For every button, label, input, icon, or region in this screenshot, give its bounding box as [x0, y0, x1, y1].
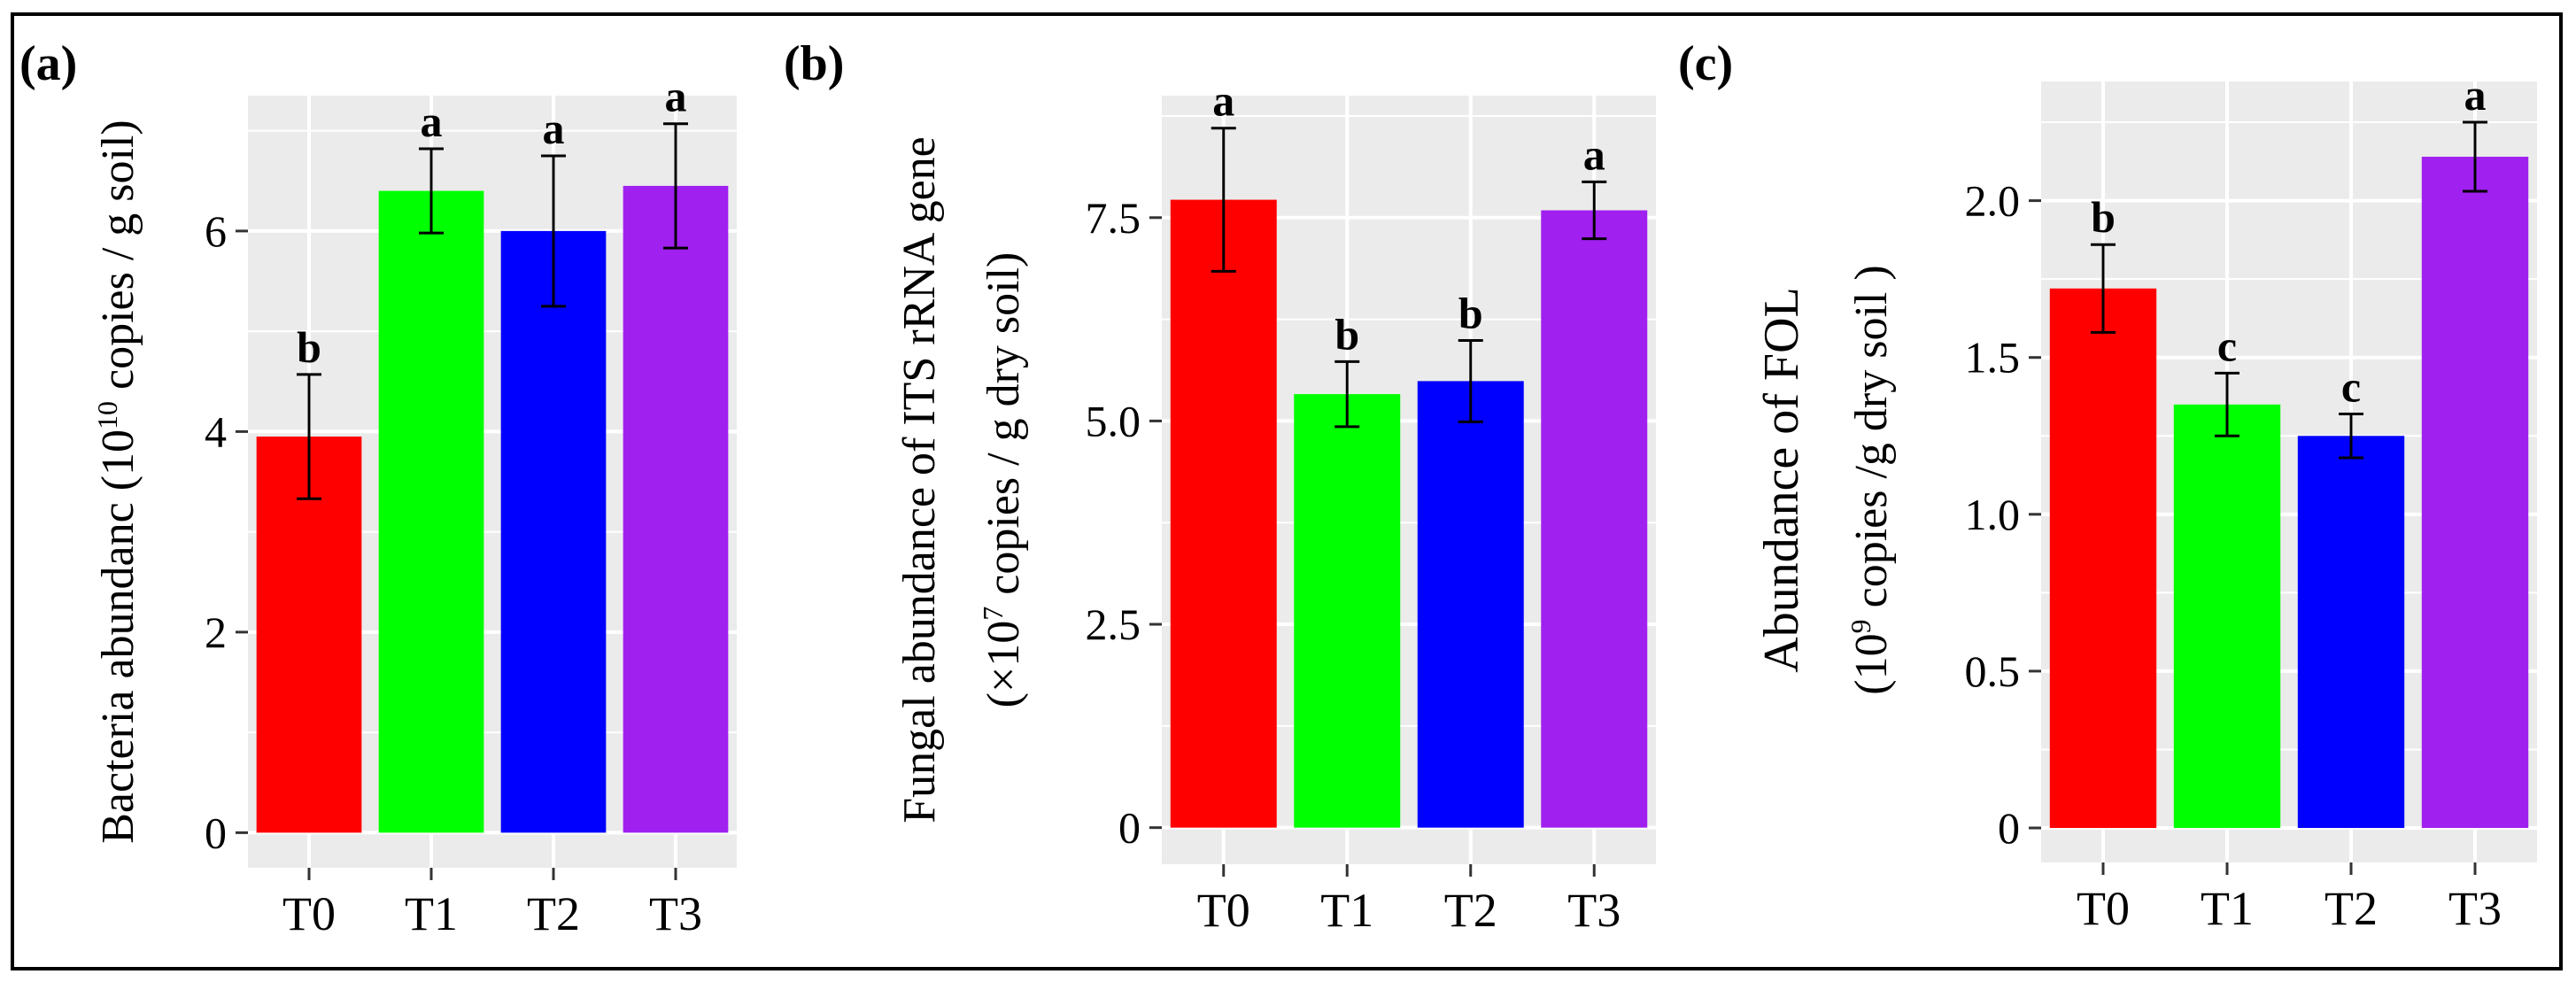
panel-b-significance-letter: b — [1334, 309, 1359, 359]
panel-c-y-axis-title-line2: (109 copies /g dry soil ) — [1845, 265, 1897, 694]
panel-c-bar-t1 — [2173, 404, 2281, 829]
panel-a-x-tick-label-t3: T3 — [649, 887, 702, 940]
panel-a-y-tick-label: 4 — [205, 406, 227, 456]
panel-c-x-axis: T0 T1 T2 T3 — [2077, 862, 2502, 935]
panel-a-y-tick-label: 0 — [205, 808, 227, 857]
panel-b-y-axis: 0 2.5 5.0 7.5 — [1086, 193, 1162, 853]
panel-c-y-tick-label: 1.0 — [1965, 490, 2021, 539]
panel-b-bar-t2 — [1417, 381, 1524, 828]
panel-c: (c) b c c a 0 0.5 1.0 1.5 2.0 T0 T1 T2 T3 Abundanc… — [1678, 36, 2537, 935]
panel-b: (b) a b b a 0 2.5 5.0 7.5 T0 T1 T2 T3 Fungal abun… — [784, 36, 1656, 937]
panel-c-y-axis: 0 0.5 1.0 1.5 2.0 — [1965, 176, 2041, 853]
panel-a-significance-letter: a — [421, 97, 443, 146]
panel-b-y-tick-label: 0 — [1118, 803, 1141, 853]
panel-c-x-tick-label-t2: T2 — [2325, 882, 2378, 935]
panel-c-bars: b c c a — [2049, 70, 2529, 829]
panel-a-y-axis: 0 2 4 6 — [205, 206, 248, 857]
panel-b-y-tick-label: 7.5 — [1086, 193, 1141, 243]
panel-c-significance-letter: c — [2217, 321, 2237, 370]
panel-b-significance-letter: a — [1583, 129, 1605, 179]
panel-b-bar-t3 — [1541, 210, 1648, 828]
panel-b-significance-letter: b — [1458, 288, 1483, 337]
panel-a-bar-t1 — [378, 190, 484, 833]
panel-a-bars: b a a a — [256, 72, 729, 833]
panel-c-significance-letter: b — [2091, 192, 2116, 242]
panel-a-significance-letter: a — [543, 104, 565, 153]
panel-b-bar-t1 — [1294, 394, 1401, 828]
panel-a-bar-t2 — [500, 230, 607, 833]
panel-a-y-axis-title: Bacteria abundanc (1010 copies / g soil) — [91, 120, 143, 844]
panel-c-x-tick-label-t0: T0 — [2077, 882, 2130, 935]
panel-b-y-tick-label: 5.0 — [1086, 396, 1141, 445]
panel-c-significance-letter: c — [2341, 361, 2361, 411]
panel-a-x-tick-label-t1: T1 — [405, 887, 458, 940]
panel-c-y-tick-label: 0.5 — [1965, 646, 2021, 696]
panel-c-x-tick-label-t3: T3 — [2448, 882, 2502, 935]
panel-b-y-axis-title-line2: (×107 copies / g dry soil) — [977, 252, 1029, 708]
panel-c-label: (c) — [1678, 36, 1733, 91]
panel-a-bar-t0 — [256, 437, 362, 833]
panel-b-significance-letter: a — [1212, 76, 1234, 126]
panel-c-significance-letter: a — [2464, 70, 2487, 120]
panel-b-x-axis: T0 T1 T2 T3 — [1197, 864, 1621, 937]
panel-c-y-tick-label: 0 — [1998, 803, 2020, 853]
panel-c-y-tick-label: 2.0 — [1965, 176, 2021, 226]
panel-c-bar-t3 — [2421, 157, 2529, 829]
panel-b-x-tick-label-t3: T3 — [1567, 884, 1621, 937]
panel-c-bar-t0 — [2049, 288, 2157, 829]
panel-b-x-tick-label-t0: T0 — [1197, 884, 1250, 937]
panel-b-bars: a b b a — [1170, 76, 1648, 828]
panel-a-label: (a) — [19, 36, 77, 91]
panel-a: (a) b a a a 0 2 4 6 T0 T1 T2 T3 Bacteria abundanc… — [19, 36, 737, 940]
panel-a-x-tick-label-t0: T0 — [282, 887, 336, 940]
panel-a-significance-letter: b — [297, 322, 321, 372]
panel-a-x-tick-label-t2: T2 — [527, 887, 580, 940]
panel-a-x-axis: T0 T1 T2 T3 — [282, 868, 702, 940]
panel-b-label: (b) — [784, 36, 844, 91]
panel-b-bar-t0 — [1170, 199, 1277, 828]
panel-a-y-tick-label: 6 — [205, 206, 227, 256]
panel-b-x-tick-label-t1: T1 — [1320, 884, 1373, 937]
panel-c-y-axis-title-line1: Abundance of FOL — [1754, 287, 1809, 672]
panel-a-bar-t3 — [623, 185, 729, 833]
panel-b-y-tick-label: 2.5 — [1086, 599, 1141, 649]
panel-c-x-tick-label-t1: T1 — [2201, 882, 2254, 935]
panel-c-bar-t2 — [2297, 436, 2405, 829]
panel-a-significance-letter: a — [665, 72, 687, 121]
panel-a-y-tick-label: 2 — [205, 607, 227, 657]
panel-b-y-axis-title-line1: Fungal abundance of ITS rRNA gene — [894, 136, 945, 823]
panel-b-x-tick-label-t2: T2 — [1444, 884, 1497, 937]
panel-c-y-tick-label: 1.5 — [1965, 333, 2021, 383]
